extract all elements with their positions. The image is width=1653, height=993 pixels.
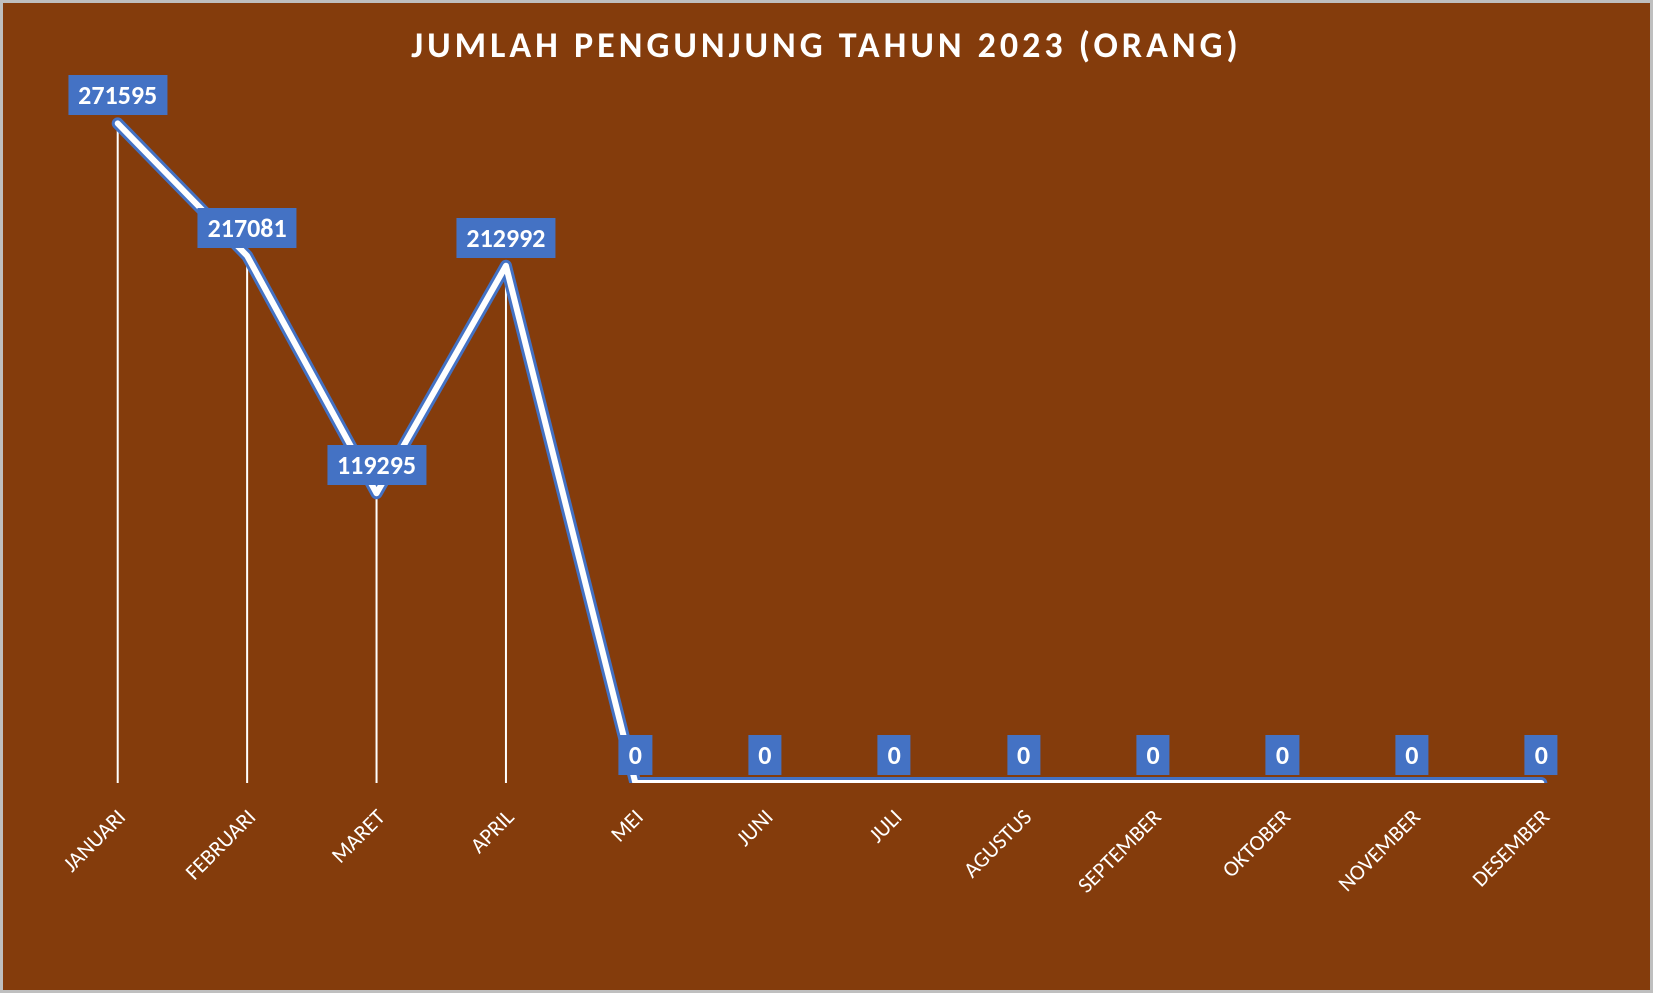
data-label: 0 (1395, 735, 1428, 775)
data-label: 119295 (327, 445, 426, 485)
chart-title: JUMLAH PENGUNJUNG TAHUN 2023 (ORANG) (3, 23, 1650, 67)
category-label: APRIL (464, 803, 519, 858)
data-label: 0 (1007, 735, 1040, 775)
category-label: MEI (605, 803, 649, 847)
category-label: DESEMBER (1466, 803, 1555, 892)
category-label: JUNI (730, 803, 778, 851)
data-label: 0 (748, 735, 781, 775)
data-label: 0 (619, 735, 652, 775)
data-label: 212992 (456, 218, 555, 258)
data-label: 217081 (198, 208, 297, 248)
category-label: SEPTEMBER (1072, 803, 1167, 898)
data-label: 0 (1266, 735, 1299, 775)
data-label: 271595 (68, 75, 167, 115)
category-label: OKTOBER (1217, 803, 1296, 882)
data-label: 0 (1525, 735, 1558, 775)
category-label: AGUSTUS (958, 803, 1038, 883)
category-label: MARET (325, 803, 390, 868)
category-label: NOVEMBER (1332, 803, 1425, 896)
category-label: JANUARI (57, 803, 131, 877)
data-label: 0 (1136, 735, 1169, 775)
category-label: JULI (863, 803, 907, 847)
chart-svg (53, 103, 1606, 783)
plot-area: 27159521708111929521299200000000 (53, 103, 1606, 783)
category-label: FEBRUARI (179, 803, 261, 885)
chart-container: JUMLAH PENGUNJUNG TAHUN 2023 (ORANG) 271… (0, 0, 1653, 993)
data-label: 0 (878, 735, 911, 775)
